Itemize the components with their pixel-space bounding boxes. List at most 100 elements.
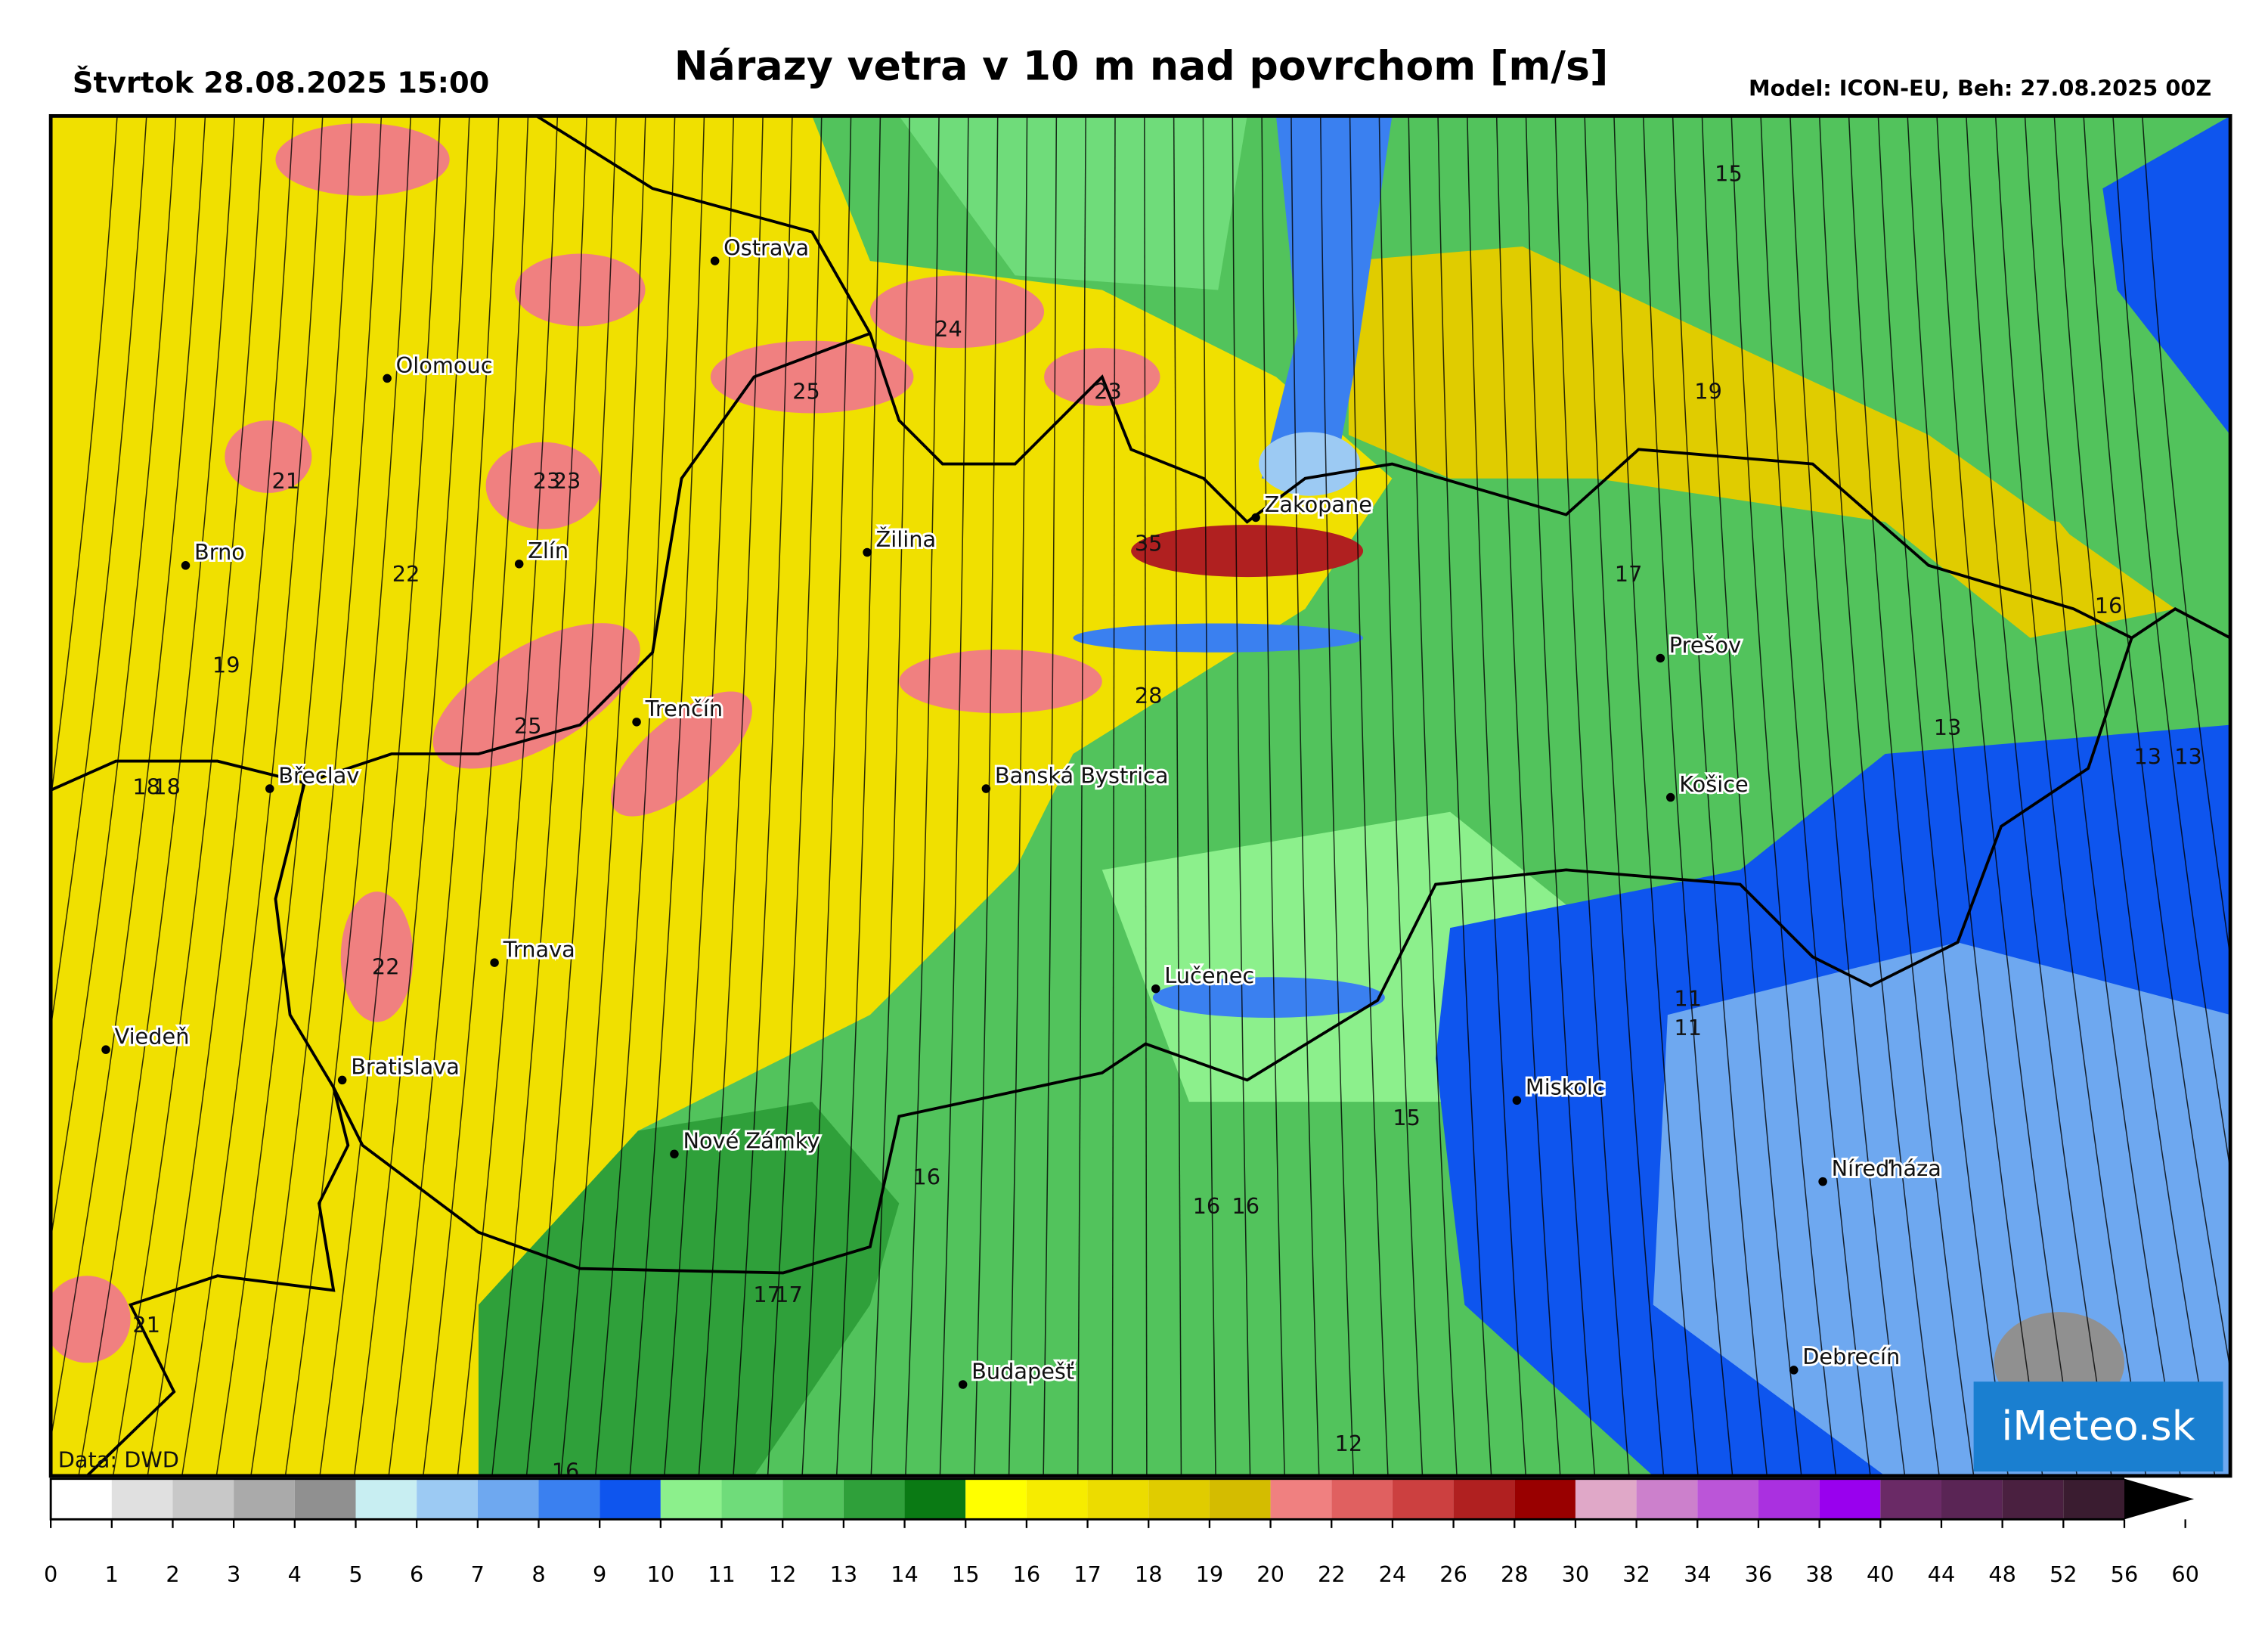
city-dot [1251, 513, 1260, 522]
value-label: 13 [2174, 743, 2202, 769]
colorbar-tick-label: 44 [1928, 1561, 1956, 1587]
city-label: Nové Zámky [683, 1128, 820, 1154]
colorbar-tick-label: 3 [227, 1561, 240, 1587]
streamline [78, 116, 236, 1476]
colorbar-bin [2063, 1478, 2124, 1520]
value-label: 23 [533, 468, 561, 494]
value-label: 22 [392, 561, 420, 587]
city-label: Banská Bystrica [995, 762, 1169, 788]
field-blue-lucenec [1152, 977, 1385, 1018]
map-frame [48, 113, 2232, 1478]
streamline [51, 116, 147, 1032]
streamline [905, 116, 940, 1476]
streamline [51, 116, 206, 1443]
colorbar-tick-label: 11 [708, 1561, 736, 1587]
city-dot [101, 1045, 110, 1054]
patch [899, 649, 1102, 714]
city-dot [383, 374, 392, 383]
value-label: 16 [1232, 1193, 1259, 1219]
colorbar-tick-label: 22 [1318, 1561, 1346, 1587]
city-dot [514, 560, 524, 569]
colorbar-tick-label: 60 [2171, 1561, 2199, 1587]
colorbar-tick-label: 56 [2111, 1561, 2139, 1587]
value-label: 35 [1135, 531, 1163, 557]
logo: iMeteo.sk [2001, 1402, 2195, 1450]
patch [710, 340, 914, 414]
city-dot [265, 784, 274, 793]
model-label: Model: ICON-EU, Beh: 27.08.2025 00Z [1749, 76, 2211, 101]
city-dot [1656, 653, 1665, 663]
value-label: 21 [132, 1312, 160, 1338]
colorbar-bin [1392, 1478, 1454, 1520]
colorbar-tick-label: 19 [1196, 1561, 1224, 1587]
streamline [1495, 116, 1561, 1476]
colorbar-bin [782, 1478, 844, 1520]
patch [485, 442, 603, 529]
city-label: Břeclav [278, 762, 359, 788]
value-label: 16 [912, 1164, 940, 1189]
colorbar-tick-label: 52 [2050, 1561, 2077, 1587]
field-green-light [899, 116, 1247, 290]
colorbar-bin [660, 1478, 722, 1520]
colorbar-bin [2002, 1478, 2064, 1520]
city-label: Košice [1679, 771, 1749, 797]
streamline [51, 116, 177, 1242]
streamlines [51, 116, 2231, 1476]
colorbar-tick-label: 9 [593, 1561, 606, 1587]
streamline [1349, 116, 1389, 1476]
colorbar-bin [1819, 1478, 1881, 1520]
streamline [1290, 116, 1320, 1476]
colorbar-bin [965, 1478, 1027, 1520]
value-label: 22 [372, 953, 400, 979]
colorbar-bin [477, 1478, 539, 1520]
value-label: 16 [1193, 1193, 1221, 1219]
city-label: Budapešť [971, 1358, 1074, 1384]
streamline [1877, 116, 2009, 1476]
streamline [1730, 116, 1837, 1476]
streamline [801, 116, 852, 1476]
city-dot [1151, 984, 1160, 994]
colorbar-tick-label: 8 [531, 1561, 545, 1587]
streamline [1848, 116, 1975, 1476]
streamline [525, 116, 617, 1476]
streamline [2024, 116, 2181, 1476]
value-label: 13 [2133, 743, 2161, 769]
colorbar-bin [1941, 1478, 2003, 1520]
colorbar-tick-label: 34 [1684, 1561, 1712, 1587]
colorbar-bin [721, 1478, 783, 1520]
streamline [629, 116, 705, 1476]
city-dot [1665, 792, 1675, 802]
city-label: Žilina [876, 526, 937, 552]
city-dot [1789, 1366, 1799, 1375]
streamline [1760, 116, 1871, 1476]
streamline [1008, 116, 1028, 1476]
colorbar-bin [234, 1478, 295, 1520]
city-dot [490, 958, 499, 967]
streamline [1525, 116, 1596, 1476]
streamline [1144, 116, 1148, 1476]
streamline [1643, 116, 1734, 1476]
city-dot [181, 561, 191, 570]
colorbar-tick-label: 2 [166, 1561, 179, 1587]
city-label: Bratislava [351, 1054, 460, 1080]
colorbar-bin [1636, 1478, 1698, 1520]
colorbar-bin [1758, 1478, 1820, 1520]
streamline [1613, 116, 1699, 1476]
colorbar-bin [111, 1478, 173, 1520]
streamline [1378, 116, 1424, 1476]
colorbar-tick-label: 18 [1135, 1561, 1163, 1587]
colorbar-tick-label: 1 [105, 1561, 119, 1587]
city-dot [632, 718, 641, 727]
city-label: Viedeň [115, 1023, 190, 1049]
colorbar-tick-label: 15 [952, 1561, 980, 1587]
streamline [1789, 116, 1906, 1476]
value-label: 15 [1393, 1105, 1421, 1130]
city-dot [981, 784, 991, 793]
streamline [1319, 116, 1355, 1476]
credit: Data: DWD [58, 1447, 179, 1472]
colorbar-bin [1880, 1478, 1941, 1520]
colorbar-bin [51, 1478, 112, 1520]
colorbar-bin [1697, 1478, 1758, 1520]
